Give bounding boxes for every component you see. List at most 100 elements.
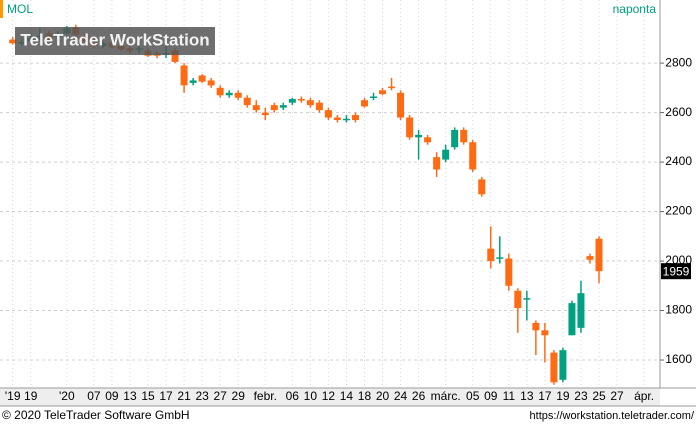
candle-body bbox=[225, 92, 233, 96]
candle-body bbox=[252, 105, 260, 111]
last-value-box bbox=[661, 263, 691, 280]
x-tick-label: '20 bbox=[59, 389, 75, 403]
candle-body bbox=[451, 129, 459, 148]
x-tick-label: 19 bbox=[24, 389, 38, 403]
chart-subtitle: naponta bbox=[613, 2, 657, 16]
x-tick-label: 09 bbox=[484, 389, 498, 403]
candle-body bbox=[577, 293, 585, 328]
candle-body bbox=[460, 129, 468, 143]
candle-body bbox=[198, 75, 206, 82]
candle-body bbox=[415, 134, 423, 138]
x-tick-label: 20 bbox=[376, 389, 390, 403]
candle-body bbox=[469, 142, 477, 170]
x-tick-label: 26 bbox=[412, 389, 426, 403]
candle-body bbox=[433, 157, 441, 170]
candle-body bbox=[189, 80, 197, 83]
last-value-label: 1959 bbox=[663, 264, 690, 278]
candle-body bbox=[306, 100, 314, 106]
candle-body bbox=[261, 112, 269, 116]
candle-body bbox=[505, 258, 513, 286]
candle-body bbox=[207, 80, 215, 86]
candle-body bbox=[234, 92, 242, 98]
candle-body bbox=[216, 87, 224, 96]
candle-body bbox=[586, 256, 594, 260]
candle-body bbox=[523, 298, 531, 300]
candle-body bbox=[279, 105, 287, 108]
candle-body bbox=[406, 117, 414, 138]
candle-body bbox=[9, 39, 17, 44]
y-tick-label: 2400 bbox=[665, 154, 692, 168]
candle-body bbox=[243, 97, 251, 106]
candle-body bbox=[487, 248, 495, 262]
x-tick-label: 17 bbox=[538, 389, 552, 403]
candle-body bbox=[360, 100, 368, 107]
x-tick-label: 12 bbox=[322, 389, 336, 403]
candle-body bbox=[595, 238, 603, 272]
candle-body bbox=[333, 117, 341, 121]
x-tick-label: márc. bbox=[431, 389, 461, 403]
candle-body bbox=[541, 330, 549, 336]
x-tick-label: 05 bbox=[466, 389, 480, 403]
x-tick-label: 15 bbox=[141, 389, 155, 403]
x-tick-label: 11 bbox=[503, 389, 516, 403]
candle-body bbox=[568, 303, 576, 336]
x-tick-label: 07 bbox=[87, 389, 101, 403]
candle-body bbox=[478, 179, 486, 195]
candle-body bbox=[270, 105, 278, 111]
x-tick-label: 14 bbox=[340, 389, 354, 403]
watermark: TeleTrader WorkStation bbox=[20, 30, 209, 49]
x-tick-label: 24 bbox=[394, 389, 408, 403]
candle-body bbox=[442, 149, 450, 160]
x-tick-label: 06 bbox=[286, 389, 300, 403]
y-tick-label: 2800 bbox=[665, 55, 692, 69]
candle-body bbox=[550, 352, 558, 383]
candle-body bbox=[388, 86, 396, 89]
y-tick-label: 2200 bbox=[665, 204, 692, 218]
x-tick-label: 27 bbox=[213, 389, 227, 403]
footer-right: https://workstation.teletrader.com/ bbox=[530, 410, 695, 422]
x-axis-band bbox=[0, 388, 660, 406]
x-tick-label: 23 bbox=[195, 389, 209, 403]
candle-body bbox=[351, 115, 359, 121]
x-tick-label: febr. bbox=[254, 389, 277, 403]
candle-body bbox=[397, 92, 405, 118]
x-tick-label: 21 bbox=[177, 389, 191, 403]
candle-body bbox=[288, 98, 296, 103]
chart-title: MOL bbox=[7, 2, 33, 16]
title-marker bbox=[0, 0, 3, 18]
candle-body bbox=[324, 110, 332, 118]
candle-body bbox=[532, 322, 540, 331]
watermark-box bbox=[15, 27, 215, 55]
candle-body bbox=[297, 98, 305, 101]
candle-body bbox=[424, 137, 432, 143]
candle-body bbox=[514, 290, 522, 309]
candle-body bbox=[342, 118, 350, 121]
x-tick-label: 27 bbox=[610, 389, 624, 403]
x-tick-label: 25 bbox=[592, 389, 606, 403]
x-tick-label: 13 bbox=[123, 389, 137, 403]
candle-body bbox=[370, 96, 377, 98]
x-tick-label: 23 bbox=[574, 389, 588, 403]
x-tick-label: 10 bbox=[304, 389, 318, 403]
x-tick-label: 18 bbox=[358, 389, 372, 403]
x-tick-label: 13 bbox=[520, 389, 534, 403]
x-tick-label: 29 bbox=[232, 389, 246, 403]
candle-body bbox=[379, 90, 387, 95]
candle-body bbox=[315, 102, 323, 111]
candle-body bbox=[171, 50, 179, 62]
footer-left: © 2020 TeleTrader Software GmbH bbox=[2, 408, 190, 422]
y-tick-label: 1600 bbox=[665, 352, 692, 366]
x-tick-label: '19 bbox=[5, 389, 21, 403]
x-tick-label: 09 bbox=[105, 389, 119, 403]
y-tick-label: 1800 bbox=[665, 303, 692, 317]
y-tick-label: 2600 bbox=[665, 105, 692, 119]
x-tick-label: 17 bbox=[159, 389, 173, 403]
candle-body bbox=[496, 257, 504, 259]
candle-body bbox=[180, 65, 188, 86]
x-tick-label: ápr. bbox=[634, 389, 654, 403]
x-tick-label: 19 bbox=[556, 389, 570, 403]
candle-body bbox=[559, 350, 567, 380]
grid bbox=[0, 0, 660, 386]
